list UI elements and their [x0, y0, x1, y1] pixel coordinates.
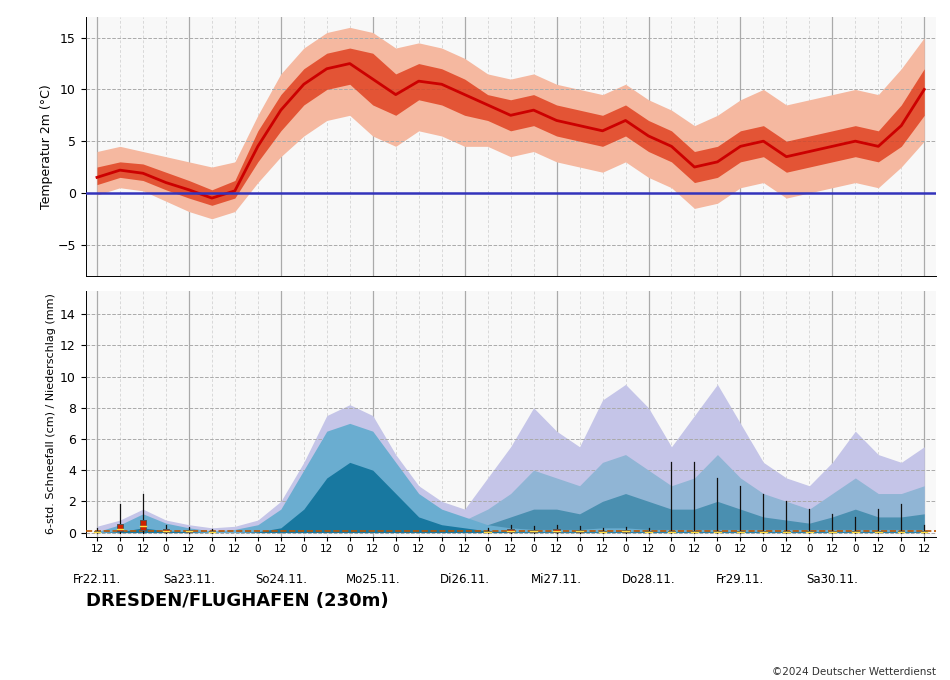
Bar	[760, 530, 767, 532]
Text: Fr22.11.: Fr22.11.	[73, 573, 121, 586]
Text: Sa30.11.: Sa30.11.	[807, 573, 858, 586]
Bar	[530, 530, 537, 532]
Bar	[117, 524, 124, 531]
Text: Sa23.11.: Sa23.11.	[162, 573, 215, 586]
Bar	[668, 530, 674, 532]
Bar	[140, 520, 146, 530]
Text: Mo25.11.: Mo25.11.	[346, 573, 400, 586]
Bar	[599, 530, 606, 532]
Bar	[507, 530, 514, 532]
Text: Fr29.11.: Fr29.11.	[716, 573, 765, 586]
Bar	[783, 530, 789, 532]
Bar	[692, 530, 697, 532]
Text: DRESDEN/FLUGHAFEN (230m): DRESDEN/FLUGHAFEN (230m)	[86, 592, 389, 609]
Text: Di26.11.: Di26.11.	[440, 573, 489, 586]
Bar	[922, 531, 927, 532]
Bar	[577, 530, 582, 532]
Bar	[622, 530, 629, 532]
Text: Mi27.11.: Mi27.11.	[531, 573, 582, 586]
Text: Do28.11.: Do28.11.	[621, 573, 675, 586]
Bar	[484, 530, 491, 532]
Bar	[209, 531, 215, 532]
Y-axis label: Temperatur 2m (°C): Temperatur 2m (°C)	[40, 84, 53, 209]
Bar	[875, 531, 882, 532]
Y-axis label: 6-std. Schneefall (cm) / Niederschlag (mm): 6-std. Schneefall (cm) / Niederschlag (m…	[46, 294, 56, 534]
Bar	[829, 531, 836, 532]
Bar	[898, 531, 904, 532]
Bar	[185, 530, 192, 532]
Bar	[714, 530, 721, 532]
Bar	[737, 530, 744, 532]
Bar	[645, 530, 652, 532]
Bar	[852, 531, 859, 532]
Text: ©2024 Deutscher Wetterdienst: ©2024 Deutscher Wetterdienst	[771, 666, 936, 677]
Bar	[553, 530, 560, 532]
Text: So24.11.: So24.11.	[255, 573, 307, 586]
Bar	[162, 528, 169, 532]
Bar	[94, 530, 100, 532]
Bar	[807, 531, 812, 532]
